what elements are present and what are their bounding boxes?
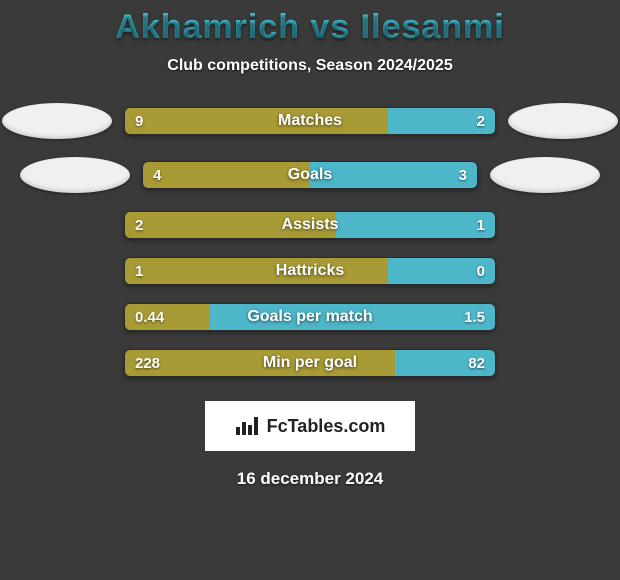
stat-row: 22882Min per goal xyxy=(0,349,620,377)
page-title: Akhamrich vs Ilesanmi xyxy=(0,8,620,47)
stat-rows: 92Matches 43Goals 21Assists 10Hattricks 0.44… xyxy=(0,103,620,377)
bars-icon xyxy=(235,415,261,437)
stat-bar: 22882Min per goal xyxy=(124,349,496,377)
stat-bar: 43Goals xyxy=(142,161,478,189)
subtitle: Club competitions, Season 2024/2025 xyxy=(0,57,620,75)
stat-bar: 92Matches xyxy=(124,107,496,135)
stat-row: 43Goals xyxy=(0,157,620,193)
logo-text: FcTables.com xyxy=(267,416,386,437)
stat-row: 92Matches xyxy=(0,103,620,139)
comparison-infographic: Akhamrich vs Ilesanmi Club competitions,… xyxy=(0,0,620,489)
player-oval-right xyxy=(490,157,600,193)
player-oval-left xyxy=(20,157,130,193)
stat-bar: 0.441.5Goals per match xyxy=(124,303,496,331)
stat-row: 0.441.5Goals per match xyxy=(0,303,620,331)
stat-value-left: 1 xyxy=(125,258,388,284)
player-oval-left xyxy=(2,103,112,139)
stat-value-left: 9 xyxy=(125,108,388,134)
stat-value-left: 4 xyxy=(143,162,310,188)
stat-value-right: 3 xyxy=(310,162,477,188)
stat-value-right: 1.5 xyxy=(210,304,495,330)
stat-row: 10Hattricks xyxy=(0,257,620,285)
stat-row: 21Assists xyxy=(0,211,620,239)
date-text: 16 december 2024 xyxy=(0,469,620,489)
stat-value-left: 2 xyxy=(125,212,336,238)
stat-bar: 10Hattricks xyxy=(124,257,496,285)
stat-value-right: 2 xyxy=(388,108,495,134)
footer-logo: FcTables.com xyxy=(205,401,415,451)
stat-value-left: 228 xyxy=(125,350,395,376)
stat-bar: 21Assists xyxy=(124,211,496,239)
stat-value-left: 0.44 xyxy=(125,304,210,330)
stat-value-right: 0 xyxy=(388,258,495,284)
stat-value-right: 82 xyxy=(395,350,495,376)
player-oval-right xyxy=(508,103,618,139)
stat-value-right: 1 xyxy=(336,212,495,238)
